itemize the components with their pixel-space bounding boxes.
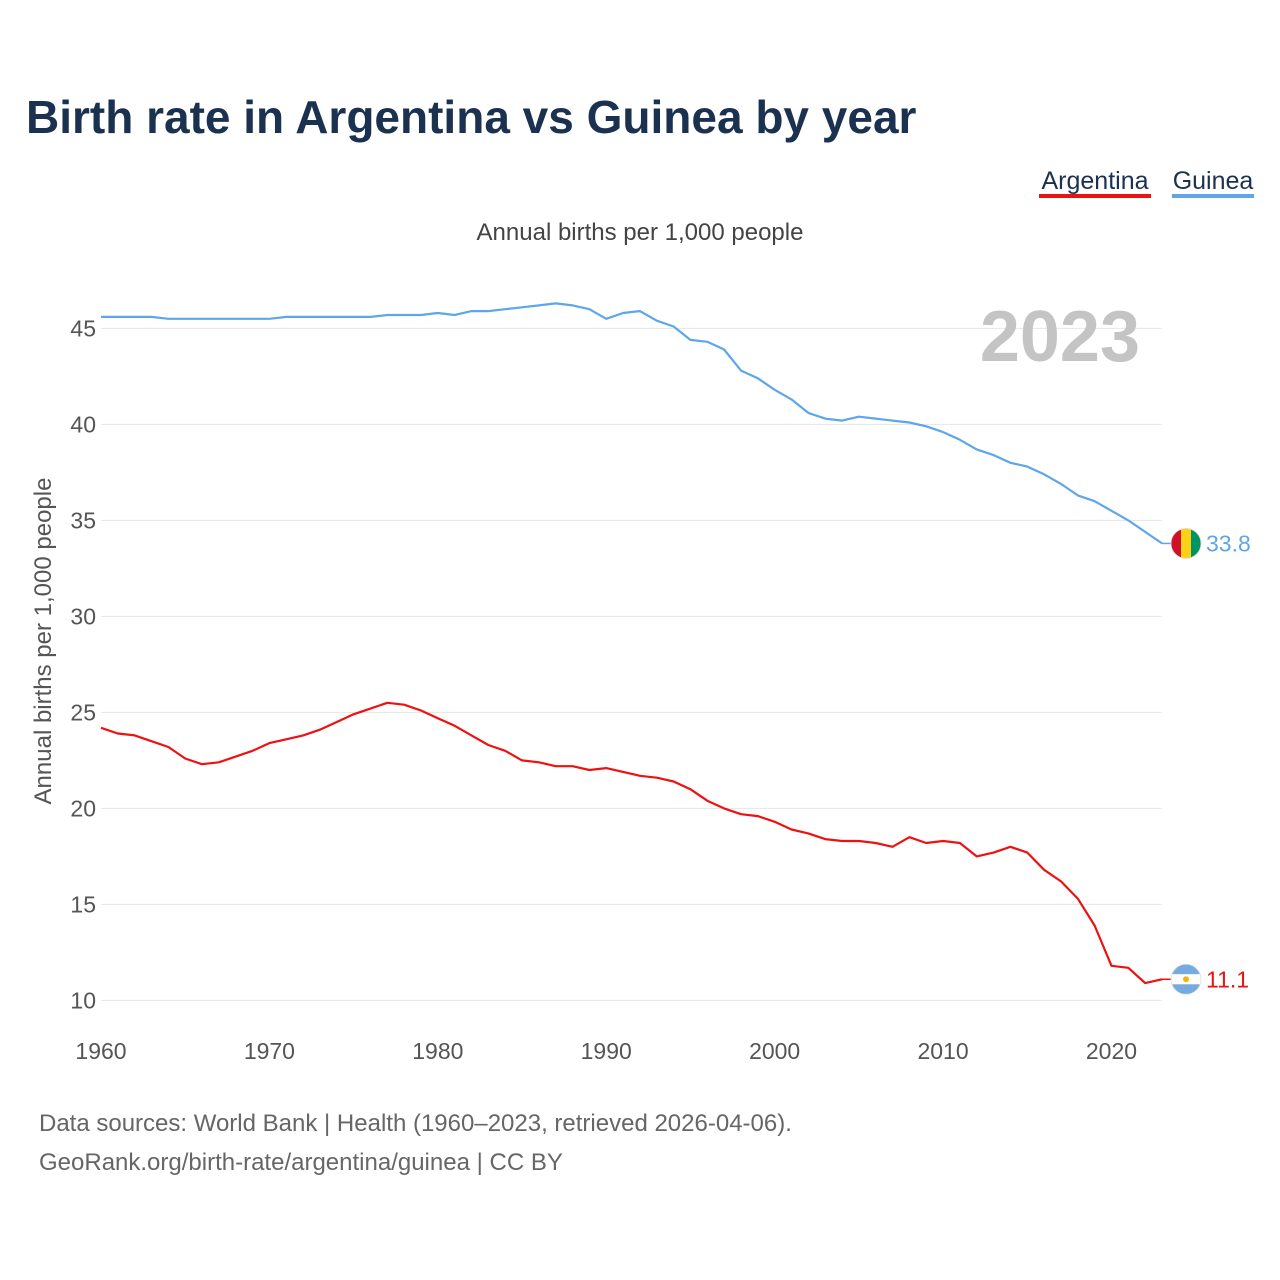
x-tick-label-2020: 2020 — [1086, 1038, 1137, 1064]
x-tick-label-1960: 1960 — [75, 1038, 126, 1064]
series-line-guinea[interactable] — [101, 302, 1163, 545]
chart-title: Birth rate in Argentina vs Guinea by yea… — [26, 91, 917, 143]
legend-label-argentina: Argentina — [1041, 167, 1148, 195]
source-line-1: Data sources: World Bank | Health (1960–… — [39, 1110, 792, 1137]
x-tick-label-2000: 2000 — [749, 1038, 800, 1064]
y-axis-ticks: 10 15 20 25 30 35 40 45 — [70, 315, 96, 1013]
y-tick-label-15: 15 — [70, 891, 96, 917]
argentina-flag-icon — [1170, 963, 1202, 995]
end-value-label-guinea: 33.8 — [1206, 530, 1251, 556]
guinea-flag-icon — [1170, 528, 1202, 559]
x-tick-label-2010: 2010 — [917, 1038, 968, 1064]
x-tick-label-1970: 1970 — [244, 1038, 295, 1064]
series-lines — [100, 302, 1163, 985]
series-line-argentina[interactable] — [100, 701, 1163, 985]
legend: Argentina Guinea — [1039, 167, 1254, 198]
source-line-2[interactable]: GeoRank.org/birth-rate/argentina/guinea … — [39, 1149, 563, 1176]
endpoint-argentina: 11.1 — [1162, 963, 1249, 995]
x-tick-label-1990: 1990 — [581, 1038, 632, 1064]
x-tick-label-1980: 1980 — [412, 1038, 463, 1064]
y-tick-label-40: 40 — [70, 411, 96, 437]
y-tick-label-45: 45 — [70, 315, 96, 341]
legend-item-guinea[interactable]: Guinea — [1172, 167, 1254, 198]
end-value-label-argentina: 11.1 — [1206, 966, 1249, 992]
y-tick-label-10: 10 — [70, 987, 96, 1013]
legend-item-argentina[interactable]: Argentina — [1039, 167, 1151, 198]
gridlines — [101, 327, 1162, 1001]
endpoint-guinea: 33.8 — [1162, 528, 1251, 559]
x-axis-ticks: 1960 1970 1980 1990 2000 2010 2020 — [75, 1038, 1137, 1064]
chart-subtitle: Annual births per 1,000 people — [477, 219, 804, 246]
series-endpoints: 11.1 33.8 — [1162, 528, 1251, 995]
year-overlay: 2023 — [980, 297, 1140, 377]
legend-label-guinea: Guinea — [1173, 167, 1254, 195]
y-tick-label-35: 35 — [70, 507, 96, 533]
y-axis-label: Annual births per 1,000 people — [30, 478, 57, 805]
y-tick-label-30: 30 — [70, 603, 96, 629]
y-tick-label-25: 25 — [70, 699, 96, 725]
y-tick-label-20: 20 — [70, 795, 96, 821]
